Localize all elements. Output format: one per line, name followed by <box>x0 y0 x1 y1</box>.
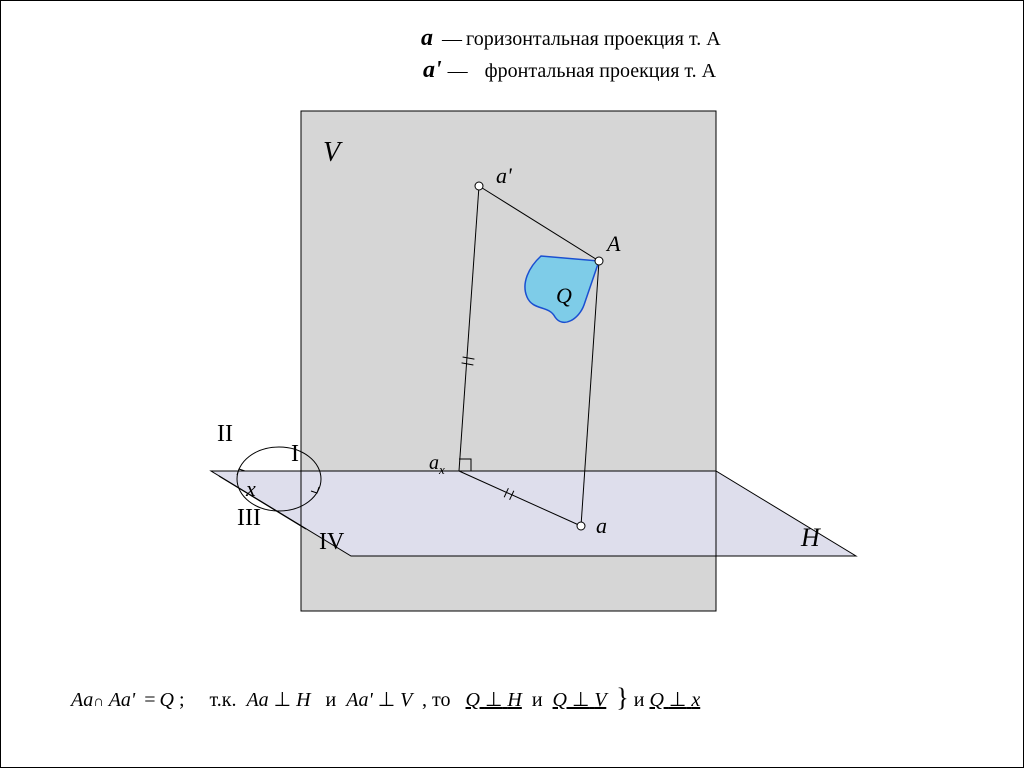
label-a-prime: a' <box>496 163 512 188</box>
f-perp1: ⊥ <box>274 689 291 711</box>
f-H1: H <box>296 689 310 711</box>
f-and1: и <box>326 689 337 711</box>
label-A-point: A <box>605 231 621 256</box>
f-and3: и <box>634 689 645 711</box>
f-Q4: Q <box>649 689 663 711</box>
f-semi: ; <box>179 689 185 711</box>
f-Q1: Q <box>159 689 173 711</box>
f-cap: ∩ <box>93 694 104 710</box>
f-perp4: ⊥ <box>572 689 589 711</box>
f-Q2: Q <box>466 689 480 711</box>
label-x: x <box>245 476 256 501</box>
f-perp5: ⊥ <box>669 689 686 711</box>
f-QH: Q ⊥ H <box>466 689 522 711</box>
f-Aa1: Aa <box>71 689 93 711</box>
f-V1: V <box>400 689 412 711</box>
f-to: , то <box>422 689 450 711</box>
label-III: III <box>237 505 261 531</box>
f-Aa4: Aa' <box>346 689 373 711</box>
f-tk: т.к. <box>210 689 237 711</box>
label-H: H <box>800 523 821 552</box>
f-eq: = <box>144 689 155 711</box>
formula-line: Aa∩ Aa' =Q ; т.к. Aa ⊥ H и Aa' ⊥ V , то … <box>71 683 700 713</box>
label-I: I <box>291 441 299 467</box>
label-II: II <box>217 421 233 447</box>
f-perp2: ⊥ <box>378 689 395 711</box>
f-Q3: Q <box>553 689 567 711</box>
label-V: V <box>323 137 343 168</box>
f-Aa2: Aa' <box>109 689 136 711</box>
f-Qx: Q ⊥ x <box>649 689 700 711</box>
point-A <box>595 257 603 265</box>
label-IV: IV <box>319 529 345 555</box>
label-Q: Q <box>556 283 572 308</box>
f-perp3: ⊥ <box>485 689 502 711</box>
f-QV: Q ⊥ V <box>553 689 607 711</box>
f-Aa3: Aa <box>246 689 268 711</box>
page-frame: a —горизонтальная проекция т. А a'— фрон… <box>0 0 1024 768</box>
f-V2: V <box>594 689 606 711</box>
f-x2: x <box>691 689 700 711</box>
diagram-svg: V H x I II III IV a' A Q a ax <box>1 1 1024 768</box>
f-H2: H <box>507 689 521 711</box>
point-a <box>577 522 585 530</box>
f-and2: и <box>532 689 543 711</box>
f-brace: } <box>616 683 628 712</box>
label-a-point: a <box>596 513 607 538</box>
point-a-prime <box>475 182 483 190</box>
